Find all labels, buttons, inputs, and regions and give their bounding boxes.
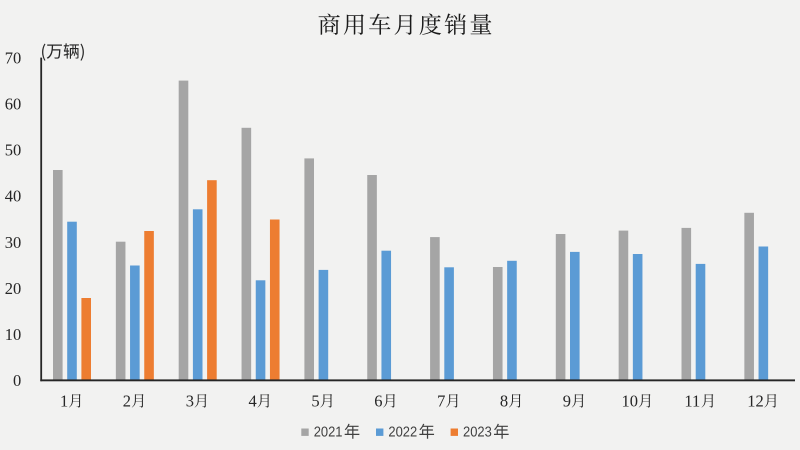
svg-text:10: 10	[5, 325, 22, 344]
svg-text:1: 1	[60, 391, 68, 410]
svg-text:2022: 2022	[388, 424, 417, 440]
svg-text:2: 2	[123, 391, 131, 410]
svg-text:2021: 2021	[314, 424, 343, 440]
svg-text:11: 11	[684, 391, 700, 410]
svg-text:60: 60	[5, 95, 22, 114]
svg-text:2023: 2023	[463, 424, 492, 440]
svg-text:30: 30	[5, 233, 22, 252]
svg-text:0: 0	[13, 371, 21, 390]
svg-text:5: 5	[311, 391, 319, 410]
svg-text:7: 7	[437, 391, 445, 410]
svg-text:40: 40	[5, 187, 22, 206]
svg-text:70: 70	[5, 48, 22, 67]
svg-text:10: 10	[622, 391, 639, 410]
svg-text:6: 6	[374, 391, 382, 410]
svg-text:4: 4	[249, 391, 257, 410]
svg-text:8: 8	[500, 391, 508, 410]
svg-text:9: 9	[563, 391, 571, 410]
svg-text:3: 3	[186, 391, 194, 410]
svg-text:20: 20	[5, 279, 22, 298]
svg-text:50: 50	[5, 141, 22, 160]
svg-text:12: 12	[747, 391, 764, 410]
